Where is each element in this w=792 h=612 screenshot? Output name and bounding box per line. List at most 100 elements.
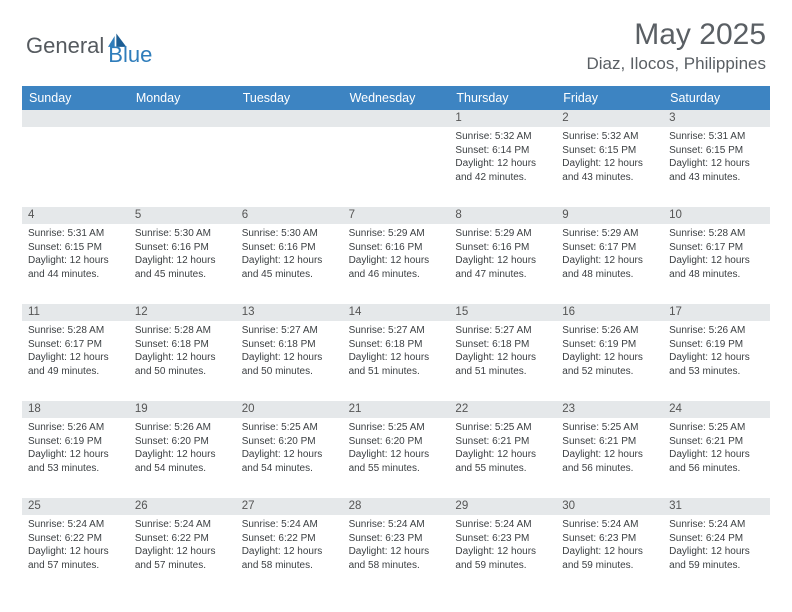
date-number-row: 123 [22,110,770,127]
daylight-line-1: Daylight: 12 hours [669,157,764,171]
daylight-line-2: and 48 minutes. [562,268,657,282]
daylight-line-1: Daylight: 12 hours [562,351,657,365]
daylight-line-1: Daylight: 12 hours [455,351,550,365]
sunrise-line: Sunrise: 5:24 AM [28,518,123,532]
sunset-line: Sunset: 6:15 PM [28,241,123,255]
day-cell: Sunrise: 5:27 AMSunset: 6:18 PMDaylight:… [343,321,450,401]
date-number: 24 [663,401,770,418]
daylight-line-2: and 57 minutes. [28,559,123,573]
daylight-line-2: and 54 minutes. [135,462,230,476]
sunset-line: Sunset: 6:20 PM [242,435,337,449]
date-number: 28 [343,498,450,515]
date-number: 2 [556,110,663,127]
sunrise-line: Sunrise: 5:29 AM [455,227,550,241]
date-number: 25 [22,498,129,515]
date-number: 3 [663,110,770,127]
sunset-line: Sunset: 6:17 PM [28,338,123,352]
date-number-row: 45678910 [22,207,770,224]
month-title: May 2025 [586,18,766,52]
sunset-line: Sunset: 6:19 PM [562,338,657,352]
daylight-line-1: Daylight: 12 hours [669,254,764,268]
date-number: 7 [343,207,450,224]
sunset-line: Sunset: 6:19 PM [669,338,764,352]
day-cell: Sunrise: 5:26 AMSunset: 6:19 PMDaylight:… [663,321,770,401]
day-cell: Sunrise: 5:29 AMSunset: 6:16 PMDaylight:… [449,224,556,304]
daylight-line-2: and 51 minutes. [349,365,444,379]
day-cell: Sunrise: 5:30 AMSunset: 6:16 PMDaylight:… [236,224,343,304]
sunrise-line: Sunrise: 5:31 AM [28,227,123,241]
daylight-line-2: and 59 minutes. [669,559,764,573]
daylight-line-1: Daylight: 12 hours [242,545,337,559]
daylight-line-1: Daylight: 12 hours [135,448,230,462]
sunset-line: Sunset: 6:21 PM [562,435,657,449]
sunrise-line: Sunrise: 5:26 AM [669,324,764,338]
day-cell: Sunrise: 5:24 AMSunset: 6:23 PMDaylight:… [449,515,556,595]
day-cell [343,127,450,207]
daylight-line-1: Daylight: 12 hours [349,351,444,365]
day-cell: Sunrise: 5:26 AMSunset: 6:19 PMDaylight:… [556,321,663,401]
daylight-line-1: Daylight: 12 hours [242,448,337,462]
date-number: 10 [663,207,770,224]
daylight-line-1: Daylight: 12 hours [28,448,123,462]
day-cell: Sunrise: 5:31 AMSunset: 6:15 PMDaylight:… [663,127,770,207]
sunset-line: Sunset: 6:14 PM [455,144,550,158]
sunset-line: Sunset: 6:23 PM [562,532,657,546]
date-number-row: 25262728293031 [22,498,770,515]
daylight-line-1: Daylight: 12 hours [562,448,657,462]
daylight-line-1: Daylight: 12 hours [455,545,550,559]
day-cell [22,127,129,207]
day-cell: Sunrise: 5:25 AMSunset: 6:20 PMDaylight:… [236,418,343,498]
date-number [129,110,236,127]
date-number: 21 [343,401,450,418]
sunrise-line: Sunrise: 5:28 AM [28,324,123,338]
day-header-cell: Sunday [22,86,129,110]
date-number: 4 [22,207,129,224]
day-header-cell: Tuesday [236,86,343,110]
day-cell: Sunrise: 5:25 AMSunset: 6:20 PMDaylight:… [343,418,450,498]
day-cell: Sunrise: 5:32 AMSunset: 6:15 PMDaylight:… [556,127,663,207]
day-cell: Sunrise: 5:24 AMSunset: 6:22 PMDaylight:… [236,515,343,595]
day-cell [236,127,343,207]
daylight-line-1: Daylight: 12 hours [28,351,123,365]
daylight-line-1: Daylight: 12 hours [242,254,337,268]
daylight-line-2: and 55 minutes. [349,462,444,476]
daylight-line-1: Daylight: 12 hours [135,351,230,365]
sunrise-line: Sunrise: 5:26 AM [28,421,123,435]
daylight-line-2: and 43 minutes. [562,171,657,185]
day-cell: Sunrise: 5:24 AMSunset: 6:23 PMDaylight:… [556,515,663,595]
date-number: 12 [129,304,236,321]
daylight-line-1: Daylight: 12 hours [135,545,230,559]
sunrise-line: Sunrise: 5:25 AM [349,421,444,435]
date-number: 17 [663,304,770,321]
daylight-line-1: Daylight: 12 hours [28,254,123,268]
date-number: 9 [556,207,663,224]
daylight-line-2: and 45 minutes. [135,268,230,282]
daylight-line-2: and 57 minutes. [135,559,230,573]
day-cell: Sunrise: 5:24 AMSunset: 6:24 PMDaylight:… [663,515,770,595]
daylight-line-1: Daylight: 12 hours [562,157,657,171]
daylight-line-2: and 42 minutes. [455,171,550,185]
sunset-line: Sunset: 6:23 PM [349,532,444,546]
sunrise-line: Sunrise: 5:28 AM [135,324,230,338]
date-number: 11 [22,304,129,321]
date-number [22,110,129,127]
date-number: 29 [449,498,556,515]
daylight-line-2: and 59 minutes. [455,559,550,573]
sunset-line: Sunset: 6:18 PM [349,338,444,352]
daylight-line-1: Daylight: 12 hours [135,254,230,268]
day-cell: Sunrise: 5:27 AMSunset: 6:18 PMDaylight:… [449,321,556,401]
daylight-line-2: and 55 minutes. [455,462,550,476]
sunset-line: Sunset: 6:20 PM [349,435,444,449]
calendar-page: General Blue May 2025 Diaz, Ilocos, Phil… [0,0,792,607]
sunrise-line: Sunrise: 5:32 AM [562,130,657,144]
day-header-cell: Thursday [449,86,556,110]
daylight-line-1: Daylight: 12 hours [669,351,764,365]
week-row: Sunrise: 5:28 AMSunset: 6:17 PMDaylight:… [22,321,770,401]
day-cell: Sunrise: 5:24 AMSunset: 6:23 PMDaylight:… [343,515,450,595]
date-number: 16 [556,304,663,321]
day-cell: Sunrise: 5:28 AMSunset: 6:18 PMDaylight:… [129,321,236,401]
date-number: 6 [236,207,343,224]
sunset-line: Sunset: 6:19 PM [28,435,123,449]
date-number: 15 [449,304,556,321]
sunrise-line: Sunrise: 5:32 AM [455,130,550,144]
